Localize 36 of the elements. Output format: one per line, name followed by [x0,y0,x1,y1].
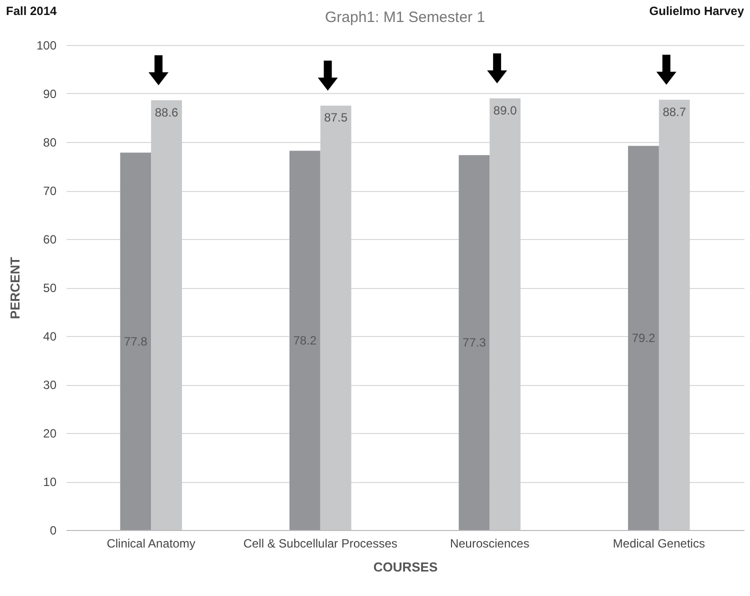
x-tick-label: Neurosciences [450,536,530,550]
data-label: 78.2 [293,333,317,348]
text: Gulielmo Harvey [649,4,744,18]
data-label: 87.5 [324,110,348,125]
y-tick-label: 30 [43,378,57,392]
data-label: 89.0 [493,103,518,118]
data-label: 77.3 [462,336,486,350]
bar [120,152,152,530]
data-label: 77.8 [124,334,148,348]
bar [458,155,490,530]
x-tick-label: Cell & Subcellular Processes [243,536,398,550]
bar [658,100,690,530]
y-tick-label: 20 [43,426,57,440]
y-tick-label: 40 [43,330,57,344]
y-tick-label: 70 [43,184,57,198]
bar [289,150,320,530]
y-tick-label: 100 [36,38,57,52]
y-tick-label: 0 [50,524,57,538]
bar [151,100,182,530]
y-axis-title: PERCENT [7,256,22,320]
text: Fall 2014 [6,4,57,18]
bar [490,98,521,530]
y-tick-label: 60 [43,232,57,246]
x-axis-title: COURSES [373,560,438,574]
y-tick-label: 90 [43,87,57,101]
y-tick-label: 50 [43,281,57,295]
bar [320,106,352,530]
data-label: 88.6 [154,105,179,120]
y-tick-label: 80 [43,136,57,150]
x-tick-label: Medical Genetics [612,536,705,550]
bar [628,146,659,530]
chart-title: Graph1: M1 Semester 1 [324,9,486,26]
x-tick-label: Clinical Anatomy [106,536,196,550]
y-tick-label: 10 [43,475,57,489]
data-label: 88.7 [662,104,686,119]
data-label: 79.2 [632,330,656,345]
